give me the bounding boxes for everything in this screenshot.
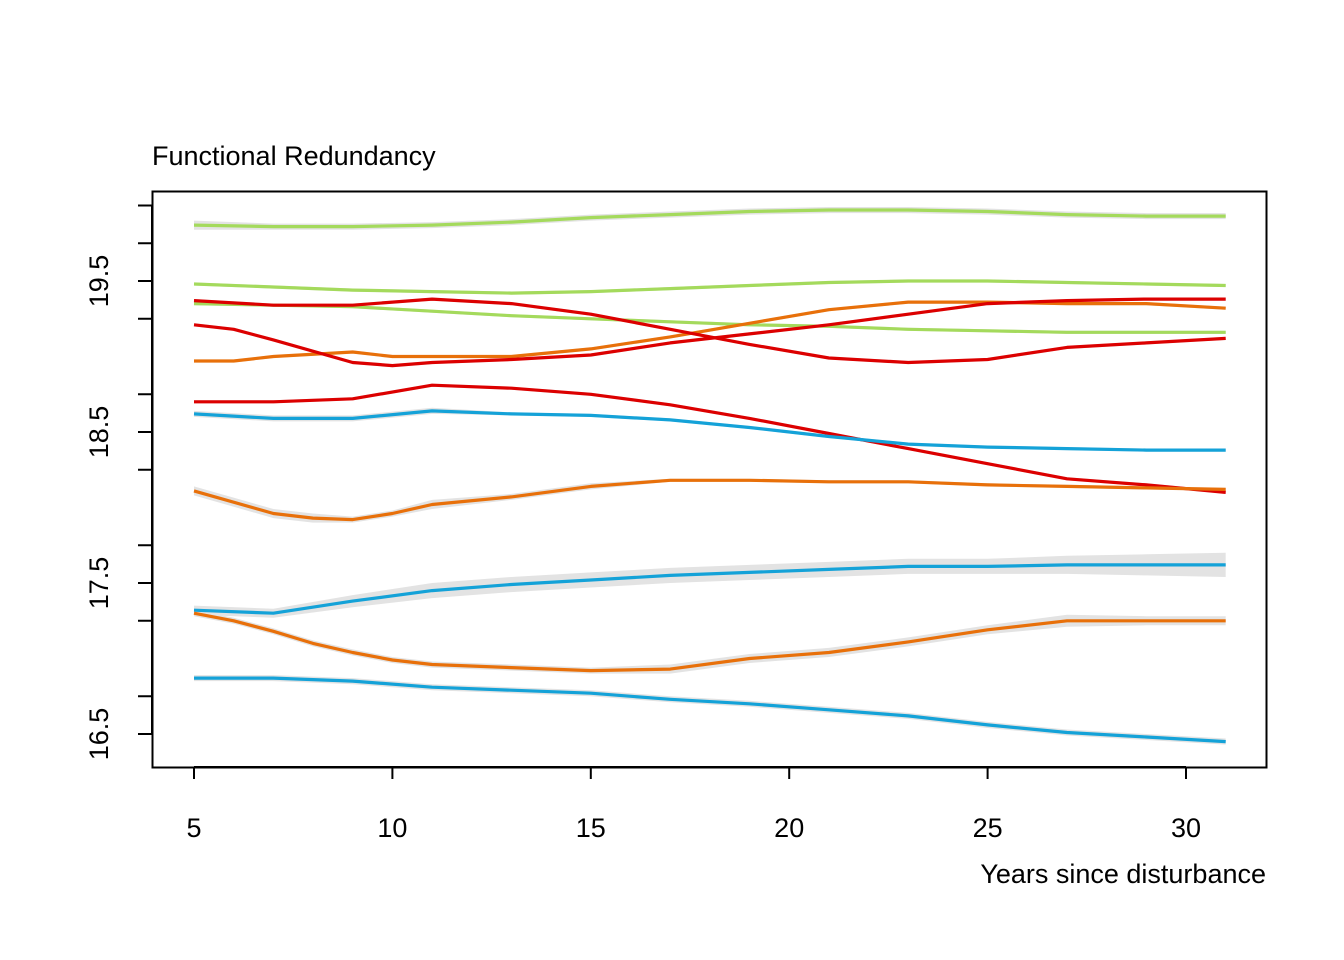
series-line-1	[193, 208, 1226, 229]
x-tick-label: 25	[973, 813, 1003, 843]
series-line-9	[193, 478, 1226, 522]
y-tick-label: 16.5	[84, 708, 114, 761]
x-tick-label: 30	[1171, 813, 1201, 843]
y-tick-label: 18.5	[84, 406, 114, 459]
series-line-2	[193, 279, 1226, 295]
series-line-12	[194, 676, 1226, 744]
chart-title: Functional Redundancy	[152, 141, 436, 171]
series-line-10	[193, 563, 1226, 615]
x-tick-label: 20	[774, 813, 804, 843]
series-line-7	[194, 383, 1226, 494]
confidence-band-10	[194, 552, 1226, 618]
x-tick-label: 15	[576, 813, 606, 843]
y-axis: 16.5 17.5 18.5 19.5	[84, 204, 153, 761]
x-tick-label: 10	[377, 813, 407, 843]
series-line-8	[193, 409, 1226, 452]
series-line-11	[193, 611, 1226, 673]
x-axis: 5 10 15 20 25 30	[186, 766, 1201, 843]
confidence-band-9	[194, 478, 1226, 523]
series-lines	[193, 208, 1226, 744]
confidence-band-8	[194, 407, 1226, 452]
confidence-band-11	[194, 610, 1226, 674]
x-axis-label: Years since disturbance	[980, 859, 1266, 889]
confidence-band-12	[194, 675, 1226, 745]
y-tick-label: 19.5	[84, 255, 114, 308]
x-tick-label: 5	[186, 813, 201, 843]
y-tick-label: 17.5	[84, 557, 114, 610]
series-line-3	[193, 302, 1226, 334]
series-line-6	[193, 297, 1226, 368]
